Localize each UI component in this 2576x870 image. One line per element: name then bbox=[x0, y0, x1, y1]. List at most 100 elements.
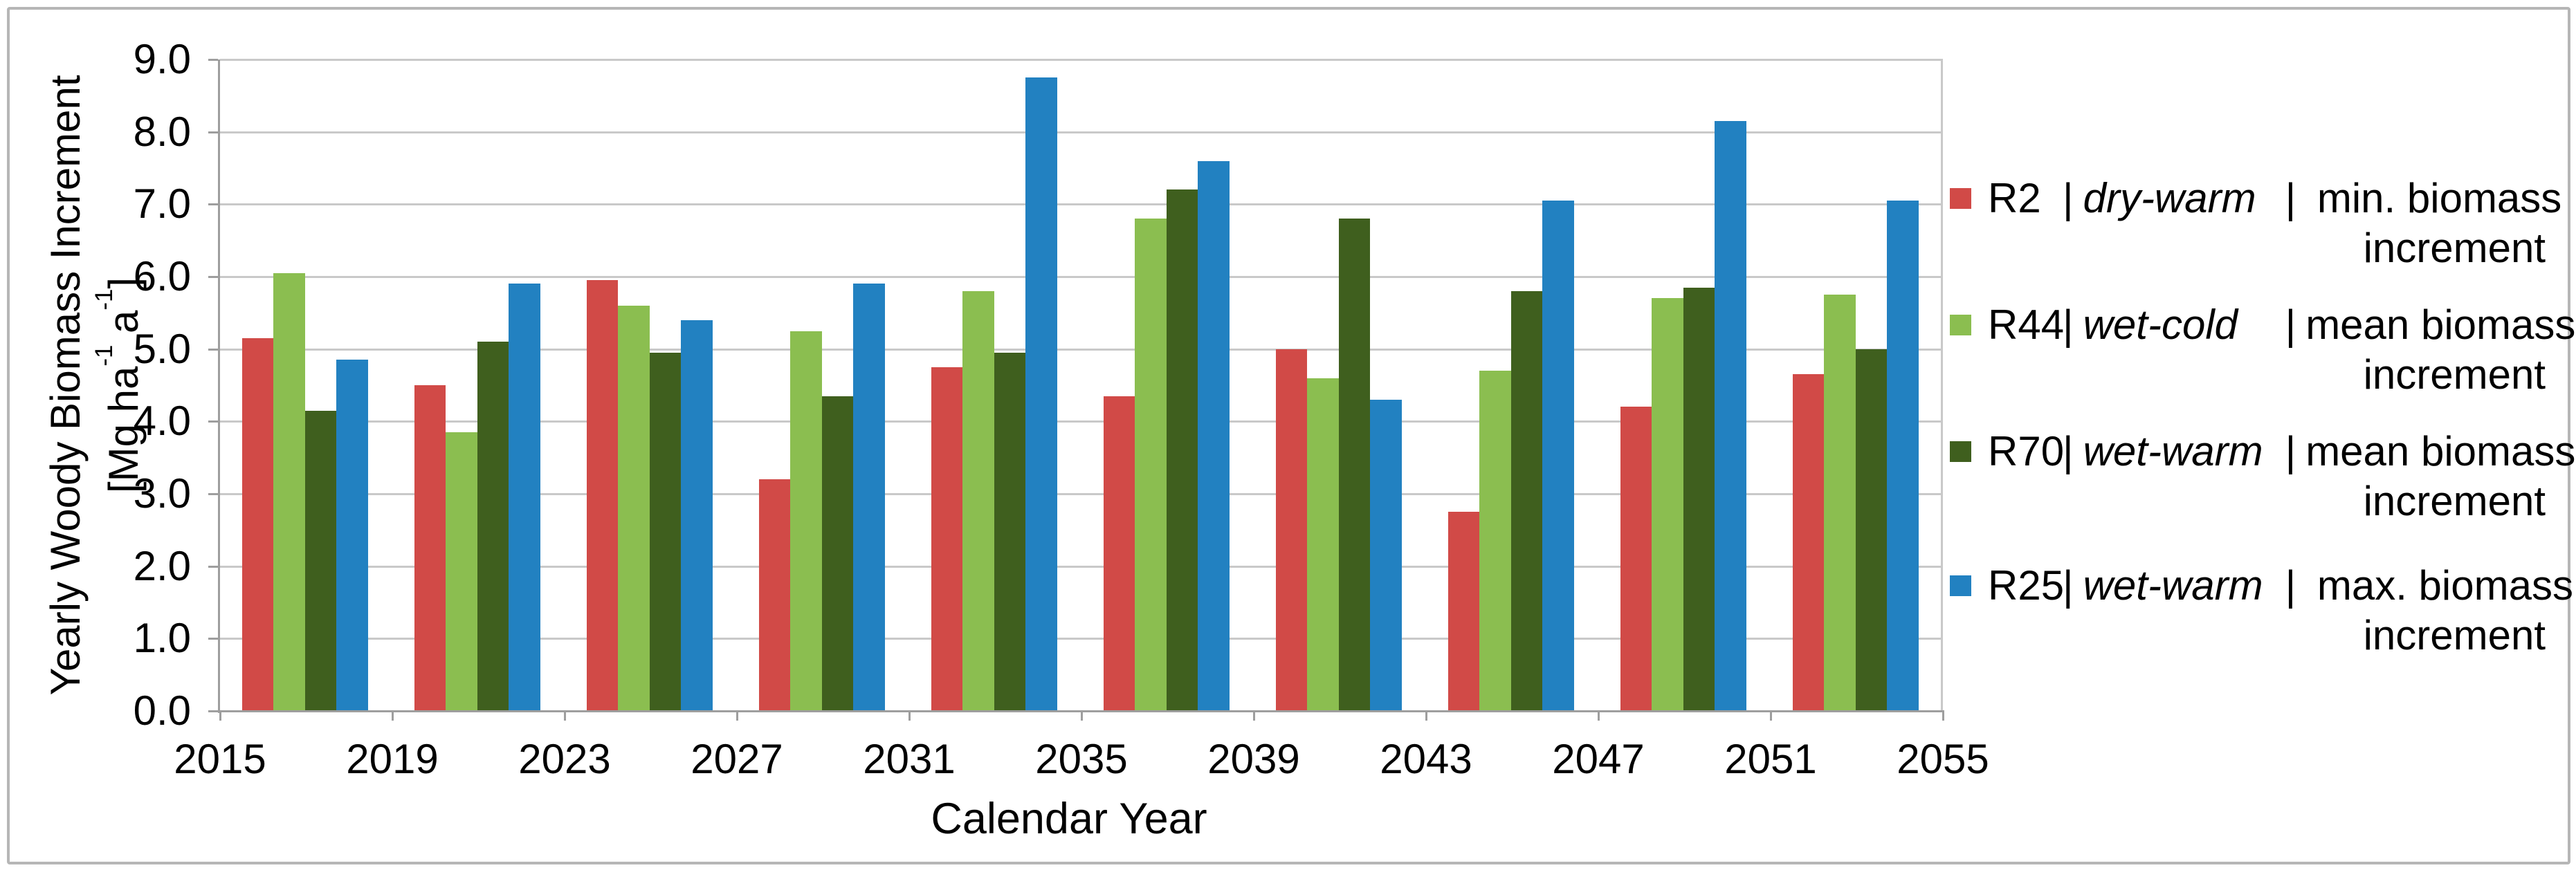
x-tick-label: 2015 bbox=[174, 736, 266, 782]
legend-label-part: mean biomass bbox=[2305, 302, 2576, 348]
legend-label-part: min. biomass bbox=[2305, 175, 2562, 221]
legend-label-part: wet-cold bbox=[2083, 302, 2238, 348]
bar bbox=[853, 284, 885, 711]
x-axis-tick bbox=[908, 710, 911, 721]
x-axis-tick bbox=[1598, 710, 1600, 721]
y-axis-line bbox=[218, 59, 220, 713]
x-axis-tick bbox=[1425, 710, 1427, 721]
bar bbox=[1135, 219, 1167, 711]
bar bbox=[1683, 287, 1715, 711]
y-axis-tick bbox=[208, 638, 218, 640]
bar bbox=[1793, 374, 1825, 711]
x-tick-label: 2055 bbox=[1897, 736, 1989, 782]
x-tick-label: 2051 bbox=[1724, 736, 1817, 782]
bar bbox=[931, 367, 963, 711]
y-axis-tick bbox=[208, 59, 218, 61]
bar bbox=[242, 337, 274, 711]
y-axis-title: Yearly Woody Biomass Increment [Mg ha-1 … bbox=[37, 0, 153, 800]
legend-swatch-icon bbox=[1950, 315, 1971, 335]
bar bbox=[336, 360, 368, 711]
y-tick-label: 9.0 bbox=[133, 36, 191, 82]
superscript: -1 bbox=[91, 344, 118, 367]
y-tick-label: 3.0 bbox=[133, 470, 191, 517]
legend-label: R70 | wet-warm | mean biomass increment bbox=[1988, 427, 2575, 526]
y-axis-tick bbox=[208, 420, 218, 423]
bar bbox=[1338, 219, 1371, 711]
x-tick-label: 2043 bbox=[1380, 736, 1472, 782]
gridline bbox=[220, 203, 1943, 206]
legend-label: R2 | dry-warm | min. biomass increment bbox=[1988, 174, 2561, 273]
y-axis-tick bbox=[208, 348, 218, 351]
bar bbox=[1370, 399, 1402, 711]
bar bbox=[1104, 396, 1135, 711]
bar bbox=[649, 352, 682, 711]
bar bbox=[790, 331, 822, 711]
bar bbox=[1855, 349, 1888, 711]
x-tick-label: 2023 bbox=[518, 736, 611, 782]
x-axis-title: Calendar Year bbox=[931, 795, 1207, 843]
y-axis-tick bbox=[208, 710, 218, 712]
superscript: -1 bbox=[91, 288, 118, 311]
bar bbox=[1307, 378, 1339, 711]
legend-label-line2: increment bbox=[2363, 351, 2546, 398]
legend-label-part: max. biomass bbox=[2305, 562, 2573, 609]
bar bbox=[446, 432, 477, 711]
bar bbox=[1479, 371, 1511, 711]
legend-label-part: R25 bbox=[1988, 562, 2065, 609]
bar bbox=[821, 396, 854, 711]
legend-label-line2: increment bbox=[2363, 478, 2546, 524]
x-axis-line bbox=[218, 710, 1943, 712]
legend-swatch-icon bbox=[1950, 441, 1971, 462]
bar bbox=[759, 479, 791, 711]
legend-label-part: | bbox=[2285, 562, 2296, 609]
bar bbox=[1510, 290, 1543, 711]
bar bbox=[304, 410, 337, 711]
x-tick-label: 2047 bbox=[1552, 736, 1645, 782]
legend-label-part: | bbox=[2063, 428, 2074, 474]
legend-label-part: mean biomass bbox=[2305, 428, 2576, 474]
bar bbox=[1824, 295, 1856, 711]
legend-item-r70: R70 | wet-warm | mean biomass increment bbox=[1950, 427, 2575, 526]
legend-label-part: wet-warm bbox=[2083, 428, 2263, 474]
legend-item-r44: R44 | wet-cold | mean biomass increment bbox=[1950, 300, 2575, 400]
legend-label-part: | bbox=[2063, 562, 2074, 609]
bar bbox=[1887, 201, 1919, 711]
legend-label-line2: increment bbox=[2363, 612, 2546, 658]
gridline bbox=[220, 131, 1943, 133]
y-axis-tick bbox=[208, 131, 218, 133]
bar bbox=[1620, 407, 1652, 711]
legend-label-part: | bbox=[2063, 302, 2074, 348]
x-axis-tick bbox=[736, 710, 738, 721]
legend-label-part: | bbox=[2285, 302, 2296, 348]
legend-swatch-icon bbox=[1950, 575, 1971, 596]
gridline bbox=[220, 59, 1943, 61]
y-tick-label: 7.0 bbox=[133, 181, 191, 228]
bar bbox=[1652, 298, 1683, 711]
y-tick-label: 5.0 bbox=[133, 325, 191, 372]
gridline bbox=[220, 493, 1943, 495]
bar bbox=[1166, 189, 1198, 711]
legend-label-part: R70 bbox=[1988, 428, 2065, 474]
x-tick-label: 2035 bbox=[1035, 736, 1128, 782]
bar bbox=[994, 352, 1026, 711]
legend-item-r2: R2 | dry-warm | min. biomass increment bbox=[1950, 174, 2561, 273]
bar bbox=[414, 385, 446, 711]
bar bbox=[618, 305, 650, 711]
x-tick-label: 2031 bbox=[863, 736, 956, 782]
gridline bbox=[220, 638, 1943, 640]
bar bbox=[273, 272, 305, 711]
legend-label: R44 | wet-cold | mean biomass increment bbox=[1988, 300, 2575, 400]
bar bbox=[1276, 349, 1308, 711]
legend-item-r25: R25 | wet-warm | max. biomass increment bbox=[1950, 561, 2573, 660]
y-axis-tick bbox=[208, 276, 218, 278]
gridline bbox=[220, 348, 1943, 351]
legend-label-part: dry-warm bbox=[2083, 175, 2256, 221]
y-tick-label: 2.0 bbox=[133, 542, 191, 589]
x-tick-label: 2019 bbox=[346, 736, 439, 782]
x-axis-tick bbox=[1942, 710, 1944, 721]
plot-right-border bbox=[1941, 59, 1943, 711]
y-axis-tick bbox=[208, 565, 218, 568]
legend-label: R25 | wet-warm | max. biomass increment bbox=[1988, 561, 2573, 660]
bar bbox=[681, 320, 713, 711]
bar bbox=[1025, 77, 1057, 711]
